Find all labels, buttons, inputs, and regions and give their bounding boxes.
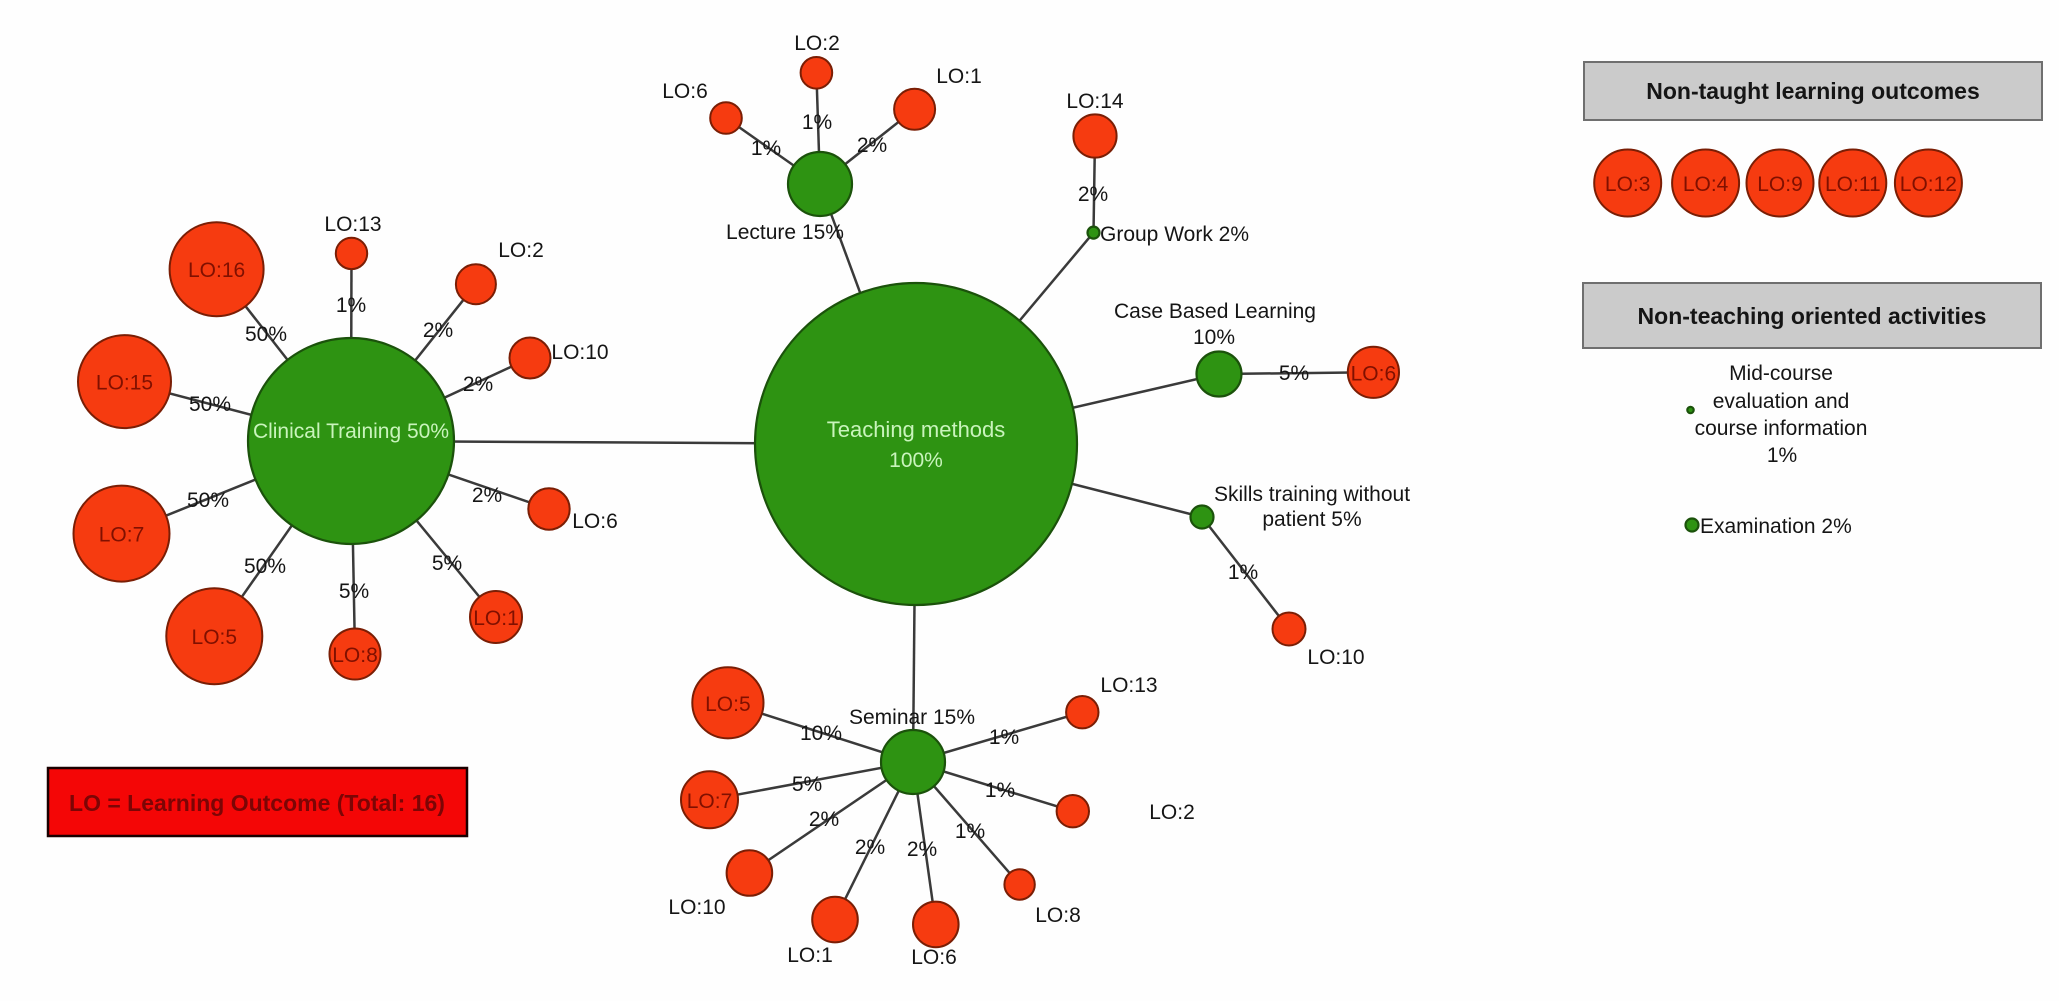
svg-text:Case Based Learning: Case Based Learning	[1114, 300, 1316, 323]
svg-text:1%: 1%	[336, 294, 366, 317]
svg-text:LO:5: LO:5	[705, 693, 751, 716]
svg-text:50%: 50%	[245, 323, 287, 346]
svg-text:Seminar 15%: Seminar 15%	[849, 706, 975, 729]
svg-text:5%: 5%	[792, 773, 822, 796]
svg-text:2%: 2%	[463, 373, 493, 396]
svg-text:LO:12: LO:12	[1900, 173, 1957, 196]
svg-text:LO:5: LO:5	[192, 626, 238, 649]
svg-text:1%: 1%	[751, 137, 781, 160]
svg-text:10%: 10%	[1193, 326, 1235, 349]
svg-text:LO:3: LO:3	[1605, 173, 1651, 196]
svg-text:Lecture 15%: Lecture 15%	[726, 221, 844, 244]
svg-text:LO:1: LO:1	[936, 65, 982, 88]
svg-text:2%: 2%	[857, 134, 887, 157]
svg-text:Examination 2%: Examination 2%	[1700, 515, 1852, 538]
svg-text:50%: 50%	[244, 555, 286, 578]
svg-text:2%: 2%	[809, 808, 839, 831]
svg-text:LO:14: LO:14	[1066, 90, 1124, 113]
svg-text:Non-taught learning outcomes: Non-taught learning outcomes	[1646, 78, 1980, 104]
svg-text:LO:10: LO:10	[668, 896, 725, 919]
svg-text:LO:6: LO:6	[1351, 362, 1397, 385]
svg-text:2%: 2%	[1078, 183, 1108, 206]
svg-text:2%: 2%	[423, 319, 453, 342]
svg-text:1%: 1%	[955, 820, 985, 843]
svg-text:LO = Learning Outcome (Total:: LO = Learning Outcome (Total: 16)	[69, 790, 445, 816]
svg-text:LO:1: LO:1	[473, 607, 519, 630]
svg-text:patient 5%: patient 5%	[1262, 508, 1361, 531]
svg-text:Teaching methods: Teaching methods	[827, 417, 1006, 442]
svg-text:LO:2: LO:2	[1149, 801, 1195, 824]
svg-text:10%: 10%	[800, 722, 842, 745]
svg-text:LO:2: LO:2	[794, 32, 840, 55]
svg-text:LO:16: LO:16	[188, 259, 245, 282]
svg-text:1%: 1%	[985, 779, 1015, 802]
svg-text:5%: 5%	[432, 552, 462, 575]
svg-text:Clinical Training 50%: Clinical Training 50%	[253, 420, 449, 443]
svg-text:Mid-course: Mid-course	[1729, 362, 1833, 385]
svg-text:LO:1: LO:1	[787, 944, 833, 967]
svg-text:LO:9: LO:9	[1757, 173, 1803, 196]
svg-text:evaluation and: evaluation and	[1713, 390, 1850, 413]
svg-text:LO:6: LO:6	[662, 80, 708, 103]
svg-text:LO:13: LO:13	[324, 213, 381, 236]
svg-text:course information: course information	[1695, 417, 1868, 440]
svg-text:LO:6: LO:6	[911, 946, 957, 969]
svg-text:Group Work 2%: Group Work 2%	[1100, 223, 1249, 246]
svg-text:5%: 5%	[339, 580, 369, 603]
svg-text:1%: 1%	[1228, 561, 1258, 584]
svg-text:LO:8: LO:8	[1035, 904, 1081, 927]
svg-text:1%: 1%	[989, 726, 1019, 749]
svg-text:LO:2: LO:2	[498, 239, 544, 262]
svg-text:2%: 2%	[472, 484, 502, 507]
svg-text:LO:15: LO:15	[96, 372, 153, 395]
svg-text:LO:13: LO:13	[1100, 674, 1157, 697]
svg-text:100%: 100%	[889, 449, 943, 472]
svg-text:LO:8: LO:8	[332, 644, 378, 667]
svg-text:LO:11: LO:11	[1825, 173, 1881, 196]
svg-text:LO:10: LO:10	[551, 341, 608, 364]
svg-text:1%: 1%	[1767, 444, 1797, 467]
svg-text:LO:10: LO:10	[1307, 646, 1364, 669]
svg-text:LO:6: LO:6	[572, 510, 618, 533]
svg-text:LO:7: LO:7	[99, 524, 145, 547]
svg-text:LO:4: LO:4	[1683, 173, 1729, 196]
svg-text:50%: 50%	[187, 489, 229, 512]
svg-text:2%: 2%	[855, 836, 885, 859]
svg-text:LO:7: LO:7	[687, 790, 733, 813]
svg-text:1%: 1%	[802, 111, 832, 134]
svg-text:2%: 2%	[907, 838, 937, 861]
svg-text:Skills training without: Skills training without	[1214, 483, 1410, 506]
svg-text:50%: 50%	[189, 393, 231, 416]
svg-text:Non-teaching oriented activiti: Non-teaching oriented activities	[1638, 303, 1987, 329]
svg-text:5%: 5%	[1279, 362, 1309, 385]
